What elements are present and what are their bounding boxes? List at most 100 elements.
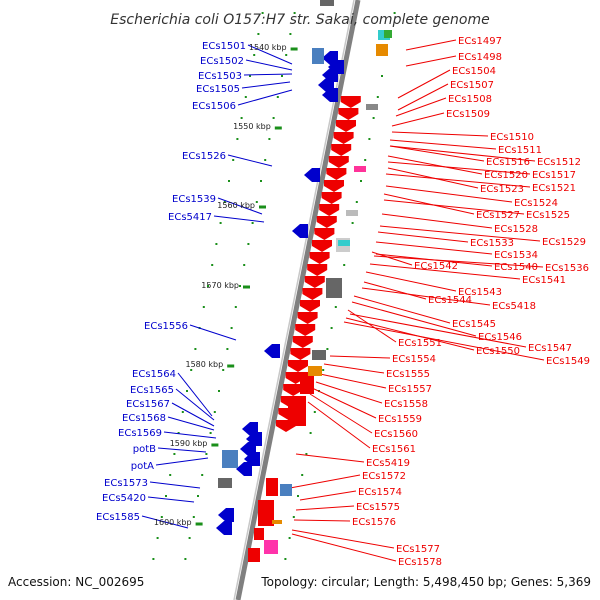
gene-label-right: ECs1572 bbox=[362, 471, 406, 482]
gene-feature-block bbox=[280, 484, 292, 496]
right-gene-block bbox=[288, 396, 306, 426]
left-gene-arrow bbox=[322, 88, 338, 102]
guide-dot bbox=[160, 516, 163, 518]
right-leader-line bbox=[389, 139, 497, 150]
left-leader-line bbox=[243, 73, 293, 76]
gene-label-left: ECs1526 bbox=[182, 151, 226, 162]
gene-label-right: ECs1557 bbox=[388, 384, 432, 395]
gene-label-right: ECs1558 bbox=[384, 399, 428, 410]
right-gene-arrow bbox=[338, 108, 359, 120]
right-leader-line bbox=[381, 213, 493, 229]
guide-dot bbox=[301, 474, 304, 476]
guide-dot bbox=[194, 348, 197, 350]
gene-label-left: ECs1568 bbox=[122, 413, 166, 424]
label-leader-lines bbox=[141, 39, 545, 562]
left-leader-line bbox=[147, 496, 195, 503]
guide-dot bbox=[192, 516, 195, 518]
gene-label-right: ECs1561 bbox=[372, 444, 416, 455]
right-leader-line bbox=[363, 281, 427, 300]
right-gene-arrow bbox=[319, 204, 340, 216]
left-gene-arrow bbox=[236, 462, 252, 476]
guide-dot bbox=[313, 411, 316, 413]
gene-label-right: ECs1516 bbox=[486, 157, 530, 168]
left-leader-line bbox=[217, 197, 263, 215]
guide-dot bbox=[268, 138, 271, 140]
guide-dot bbox=[322, 369, 325, 371]
guide-dot bbox=[243, 264, 246, 266]
guide-dot bbox=[381, 75, 383, 77]
guide-dot bbox=[211, 264, 214, 266]
right-leader-line bbox=[343, 321, 545, 361]
right-gene-arrow bbox=[336, 120, 356, 132]
gene-label-right: ECs1549 bbox=[546, 356, 590, 367]
gene-label-right: ECs1555 bbox=[386, 369, 430, 380]
gene-label-right: ECs1550 bbox=[476, 346, 520, 357]
gene-label-right: ECs1510 bbox=[490, 132, 534, 143]
guide-dot bbox=[305, 453, 308, 455]
kbp-tick-label: 1560 kbp bbox=[217, 201, 255, 210]
right-leader-line bbox=[377, 231, 469, 243]
guide-dot bbox=[240, 117, 243, 119]
left-leader-line bbox=[149, 481, 201, 489]
right-leader-line bbox=[293, 519, 351, 522]
gene-label-left: ECs1573 bbox=[104, 478, 148, 489]
guide-dot bbox=[293, 12, 296, 14]
gene-label-left: ECs1505 bbox=[196, 84, 240, 95]
gene-label-left: ECs1503 bbox=[198, 71, 242, 82]
gene-label-right: ECs1543 bbox=[458, 287, 502, 298]
guide-dot bbox=[247, 243, 250, 245]
right-gene-arrow bbox=[297, 312, 318, 324]
right-leader-line bbox=[349, 313, 527, 348]
gene-label-right: ECs1544 bbox=[428, 295, 472, 306]
right-gene-arrow bbox=[288, 360, 308, 372]
guide-dot bbox=[309, 432, 312, 434]
right-gene-block bbox=[254, 528, 264, 540]
right-gene-arrow bbox=[302, 288, 323, 300]
right-leader-line bbox=[289, 474, 361, 489]
guide-dot bbox=[169, 474, 172, 476]
right-leader-line bbox=[387, 155, 483, 175]
gene-label-right: ECs1520 bbox=[484, 170, 528, 181]
kbp-tick-label: 1580 kbp bbox=[185, 360, 223, 369]
left-guide-dots bbox=[184, 12, 296, 560]
kbp-tick-label: 1590 kbp bbox=[170, 439, 208, 448]
gene-label-right: ECs1574 bbox=[358, 487, 402, 498]
guide-dot bbox=[376, 96, 379, 98]
right-leader-line bbox=[383, 199, 525, 215]
gene-label-right: ECs1517 bbox=[532, 170, 576, 181]
gene-label-right: ECs1540 bbox=[494, 262, 538, 273]
gene-feature-block bbox=[272, 520, 282, 524]
gene-label-right: ECs5419 bbox=[366, 458, 410, 469]
right-leader-line bbox=[385, 185, 513, 203]
right-leader-line bbox=[291, 529, 395, 549]
gene-label-right: ECs1524 bbox=[514, 198, 558, 209]
left-leader-line bbox=[167, 416, 215, 431]
left-leader-line bbox=[227, 154, 273, 167]
gene-label-right: ECs1547 bbox=[528, 343, 572, 354]
right-gene-block bbox=[248, 548, 260, 562]
gene-label-right: ECs1560 bbox=[374, 429, 418, 440]
gene-label-right: ECs1545 bbox=[452, 319, 496, 330]
guide-dot bbox=[239, 285, 241, 287]
right-gene-arrow bbox=[304, 276, 325, 288]
guide-dot bbox=[330, 327, 333, 329]
right-gene-arrow bbox=[290, 348, 311, 360]
guide-dot bbox=[213, 411, 216, 413]
right-leader-line bbox=[405, 39, 457, 51]
guide-dot bbox=[364, 159, 367, 161]
right-gene-arrow bbox=[312, 240, 332, 252]
guide-dot bbox=[152, 558, 155, 560]
gene-label-right: ECs1497 bbox=[458, 36, 502, 47]
gene-label-right: ECs1554 bbox=[392, 354, 436, 365]
gene-label-left: ECs1502 bbox=[200, 56, 244, 67]
gene-feature-block bbox=[218, 478, 232, 488]
guide-dot bbox=[297, 495, 299, 497]
left-gene-arrow bbox=[218, 508, 234, 522]
right-leader-line bbox=[311, 387, 377, 419]
left-leader-line bbox=[247, 44, 293, 65]
right-gene-arrow bbox=[283, 384, 304, 396]
right-gene-arrow bbox=[307, 264, 328, 276]
right-leader-line bbox=[397, 83, 449, 111]
gene-label-right: ECs1525 bbox=[526, 210, 570, 221]
left-leader-line bbox=[213, 215, 265, 223]
